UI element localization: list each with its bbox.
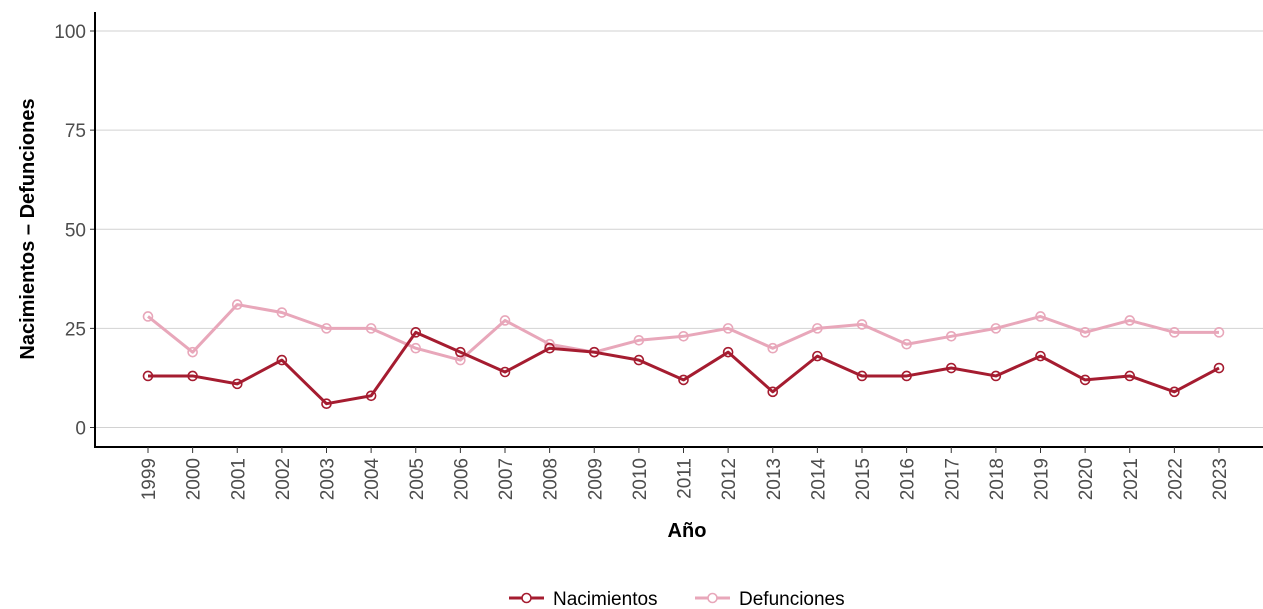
- y-tick-label: 75: [65, 121, 86, 142]
- x-axis-title: Año: [668, 520, 707, 542]
- data-point: [499, 315, 511, 326]
- x-tick-label: 2015: [853, 458, 874, 500]
- data-point: [722, 346, 734, 358]
- series-line: [148, 330, 1220, 406]
- x-tick-label: 2022: [1165, 458, 1186, 500]
- data-point: [1124, 315, 1136, 326]
- y-tick-label: 100: [54, 22, 86, 43]
- x-tick-label: 2017: [942, 458, 963, 500]
- x-tick-label: 2023: [1210, 458, 1231, 500]
- data-point: [187, 370, 198, 382]
- x-tick-label: 2012: [719, 458, 740, 500]
- legend-label: Defunciones: [739, 589, 845, 609]
- data-point: [722, 323, 734, 334]
- x-tick-label: 2013: [764, 458, 785, 500]
- x-tick-label: 2004: [362, 458, 383, 501]
- data-point: [142, 311, 154, 322]
- data-point: [767, 342, 779, 354]
- data-point: [678, 331, 689, 342]
- x-tick-label: 2008: [541, 458, 562, 500]
- x-tick-label: 2010: [630, 458, 651, 500]
- x-tick-label: 2005: [407, 458, 428, 500]
- y-tick-label: 25: [65, 319, 86, 340]
- x-tick-label: 2018: [987, 458, 1008, 500]
- data-point: [812, 350, 823, 362]
- data-point: [812, 323, 823, 334]
- series-nacimientos: [142, 327, 1225, 410]
- series-defunciones: [142, 299, 1225, 366]
- data-point: [231, 378, 243, 390]
- x-tick-label: 2002: [273, 458, 294, 500]
- x-tick-label: 2009: [585, 458, 606, 500]
- legend-key-point: [707, 592, 718, 604]
- data-point: [1169, 386, 1180, 398]
- x-tick-labels: 1999 2000 2001 2002 2003 2004 2005 2006 2007 2008…: [139, 458, 1231, 501]
- legend-item-defunciones: Defunciones: [695, 589, 845, 609]
- data-point: [901, 338, 912, 350]
- data-point: [142, 370, 154, 382]
- x-tick-label: 2011: [675, 458, 696, 499]
- data-point: [1213, 327, 1225, 338]
- x-tick-label: 2020: [1076, 458, 1097, 500]
- data-point: [365, 323, 377, 334]
- data-point: [321, 398, 332, 410]
- y-tick-label: 50: [65, 220, 86, 241]
- x-tick-label: 2007: [496, 458, 517, 500]
- y-axis-title: Nacimientos – Defunciones: [17, 98, 39, 359]
- data-point: [410, 327, 422, 338]
- y-tick-label: 0: [75, 419, 86, 440]
- series-line: [147, 303, 1219, 362]
- data-point: [321, 323, 332, 334]
- x-tick-label: 2016: [898, 458, 919, 500]
- data-point: [990, 323, 1002, 334]
- data-point: [945, 331, 957, 342]
- x-tick-label: 2000: [184, 458, 205, 500]
- data-point: [455, 354, 466, 366]
- axes: [90, 12, 1263, 453]
- data-point: [588, 346, 600, 358]
- data-point: [1213, 362, 1225, 374]
- x-tick-label: 1999: [139, 458, 160, 500]
- legend-item-nacimientos: Nacimientos: [509, 589, 658, 609]
- data-point: [633, 354, 645, 366]
- data-point: [231, 299, 243, 310]
- data-point: [455, 346, 466, 358]
- data-point: [1079, 374, 1091, 386]
- data-point: [276, 307, 288, 318]
- legend-key-point: [521, 592, 532, 604]
- data-point: [499, 366, 511, 378]
- x-tick-label: 2019: [1032, 458, 1053, 500]
- data-point: [1169, 327, 1180, 338]
- data-point: [633, 334, 645, 346]
- x-tick-label: 2014: [808, 458, 829, 501]
- data-point: [1124, 370, 1136, 382]
- data-point: [1079, 327, 1091, 338]
- grid-lines: [95, 30, 1263, 428]
- data-point: [945, 362, 957, 374]
- legend-label: Nacimientos: [553, 589, 658, 609]
- y-tick-labels: 0 25 50 75 100: [54, 22, 86, 440]
- data-point: [276, 354, 288, 366]
- x-tick-label: 2021: [1121, 458, 1142, 500]
- x-tick-label: 2003: [318, 458, 339, 500]
- data-point: [544, 342, 555, 354]
- series-layer: [142, 299, 1225, 410]
- legend: Nacimientos Defunciones: [509, 589, 845, 609]
- data-point: [365, 390, 377, 402]
- data-point: [678, 374, 689, 386]
- data-point: [901, 370, 912, 382]
- data-point: [856, 370, 868, 382]
- x-tick-label: 2006: [451, 458, 472, 500]
- x-tick-label: 2001: [228, 458, 249, 500]
- data-point: [1035, 311, 1046, 322]
- data-point: [410, 342, 422, 354]
- data-point: [990, 370, 1002, 382]
- data-point: [1035, 350, 1046, 362]
- data-point: [767, 386, 779, 398]
- data-point: [187, 346, 198, 358]
- data-point: [856, 319, 868, 330]
